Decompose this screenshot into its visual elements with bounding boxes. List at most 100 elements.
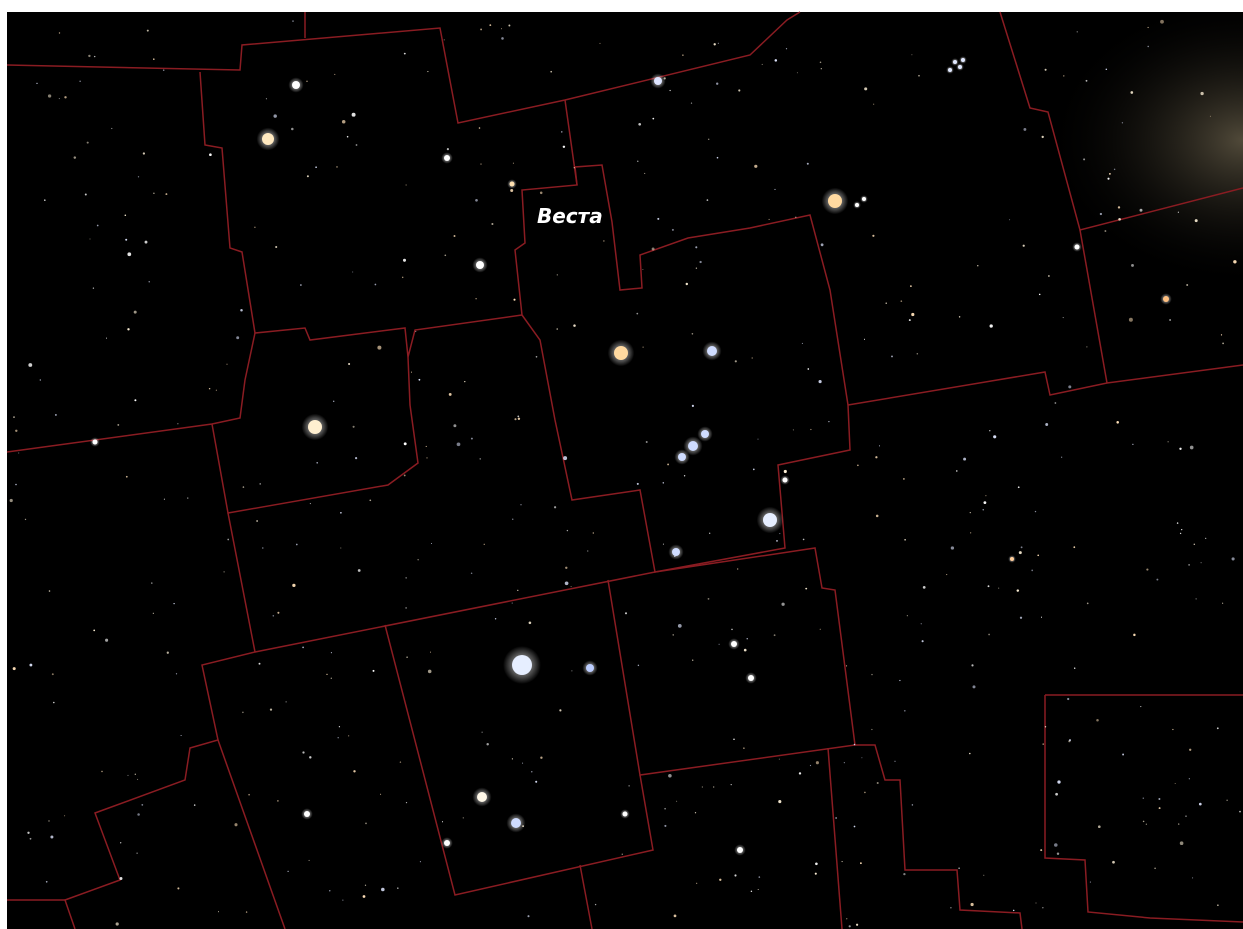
star	[1221, 334, 1222, 335]
star	[93, 630, 95, 632]
star	[1132, 444, 1133, 445]
star	[1042, 136, 1044, 138]
star	[779, 759, 780, 760]
star	[973, 685, 976, 688]
star	[74, 156, 76, 158]
star	[53, 702, 55, 704]
star	[751, 891, 752, 892]
star	[672, 229, 674, 231]
star	[781, 603, 784, 606]
star	[854, 826, 856, 828]
star	[819, 380, 822, 383]
star	[101, 771, 102, 772]
star	[480, 458, 481, 459]
star	[775, 59, 778, 62]
star	[599, 43, 600, 44]
star	[1200, 92, 1203, 95]
star	[510, 189, 513, 192]
star	[1042, 743, 1043, 744]
star	[1140, 209, 1143, 212]
star	[776, 540, 778, 542]
star	[512, 758, 513, 759]
star	[430, 652, 431, 653]
star	[844, 762, 845, 763]
star	[754, 165, 757, 168]
star	[365, 822, 367, 824]
star	[886, 303, 887, 304]
star	[352, 113, 356, 117]
star	[495, 618, 496, 619]
star	[1013, 910, 1015, 912]
star	[153, 58, 155, 60]
star	[141, 804, 143, 806]
star	[1195, 219, 1198, 222]
star	[127, 775, 128, 776]
star	[753, 469, 755, 471]
star	[88, 55, 90, 57]
star	[49, 590, 51, 592]
star	[907, 615, 908, 616]
star	[699, 261, 701, 263]
star	[340, 512, 342, 514]
star	[567, 530, 568, 531]
star	[862, 197, 866, 201]
star	[735, 360, 737, 362]
star	[719, 644, 720, 645]
star	[275, 246, 277, 248]
star	[291, 128, 294, 131]
star	[1178, 212, 1179, 213]
star	[1129, 318, 1133, 322]
star	[701, 430, 709, 438]
star	[484, 544, 485, 545]
star	[1172, 729, 1173, 730]
star	[1075, 245, 1080, 250]
star	[309, 860, 310, 861]
star	[277, 800, 279, 802]
star	[404, 474, 406, 476]
star	[737, 568, 738, 569]
star	[270, 708, 272, 710]
star	[988, 585, 990, 587]
star	[1118, 206, 1120, 208]
star	[226, 364, 227, 365]
star	[871, 674, 872, 675]
star	[1188, 564, 1190, 566]
star	[1087, 603, 1089, 605]
star	[316, 462, 318, 464]
star	[752, 357, 753, 358]
star	[743, 747, 745, 749]
star	[563, 456, 567, 460]
star	[909, 319, 911, 321]
star	[1210, 116, 1211, 117]
star	[807, 163, 809, 165]
star	[719, 879, 721, 881]
star	[243, 486, 245, 488]
star	[126, 476, 128, 478]
star	[308, 420, 322, 434]
star	[167, 652, 169, 654]
star	[593, 532, 594, 533]
star	[135, 774, 136, 775]
star	[480, 164, 481, 165]
star	[821, 68, 822, 69]
star	[652, 118, 654, 120]
star	[381, 888, 385, 892]
star	[28, 363, 32, 367]
star	[29, 664, 32, 667]
star	[587, 550, 588, 551]
star	[554, 506, 556, 508]
star	[40, 379, 41, 380]
star	[595, 904, 596, 905]
star	[961, 58, 965, 62]
star	[353, 426, 355, 428]
star	[1192, 877, 1193, 878]
star	[984, 501, 987, 504]
star	[242, 712, 243, 713]
star	[307, 175, 309, 177]
star	[1147, 46, 1148, 47]
star	[59, 32, 60, 33]
star	[713, 786, 714, 787]
star	[571, 670, 572, 671]
star	[149, 281, 150, 282]
star	[1045, 69, 1047, 71]
